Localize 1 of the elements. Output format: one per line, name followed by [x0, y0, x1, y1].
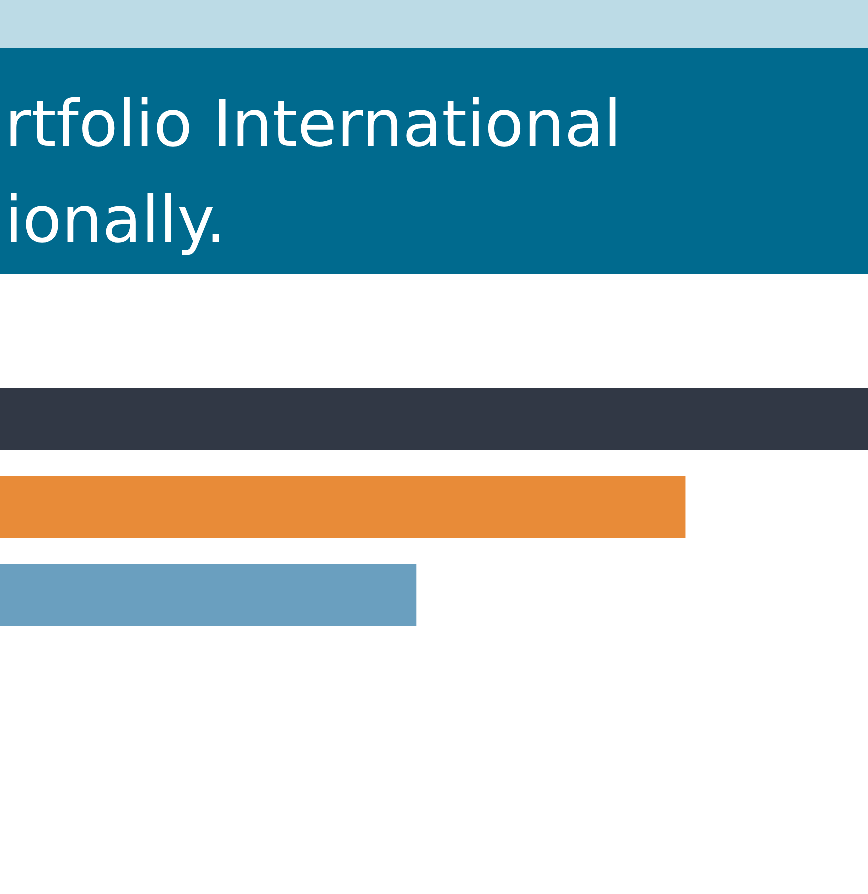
- chart-title: rtfolio International ionally.: [5, 88, 622, 258]
